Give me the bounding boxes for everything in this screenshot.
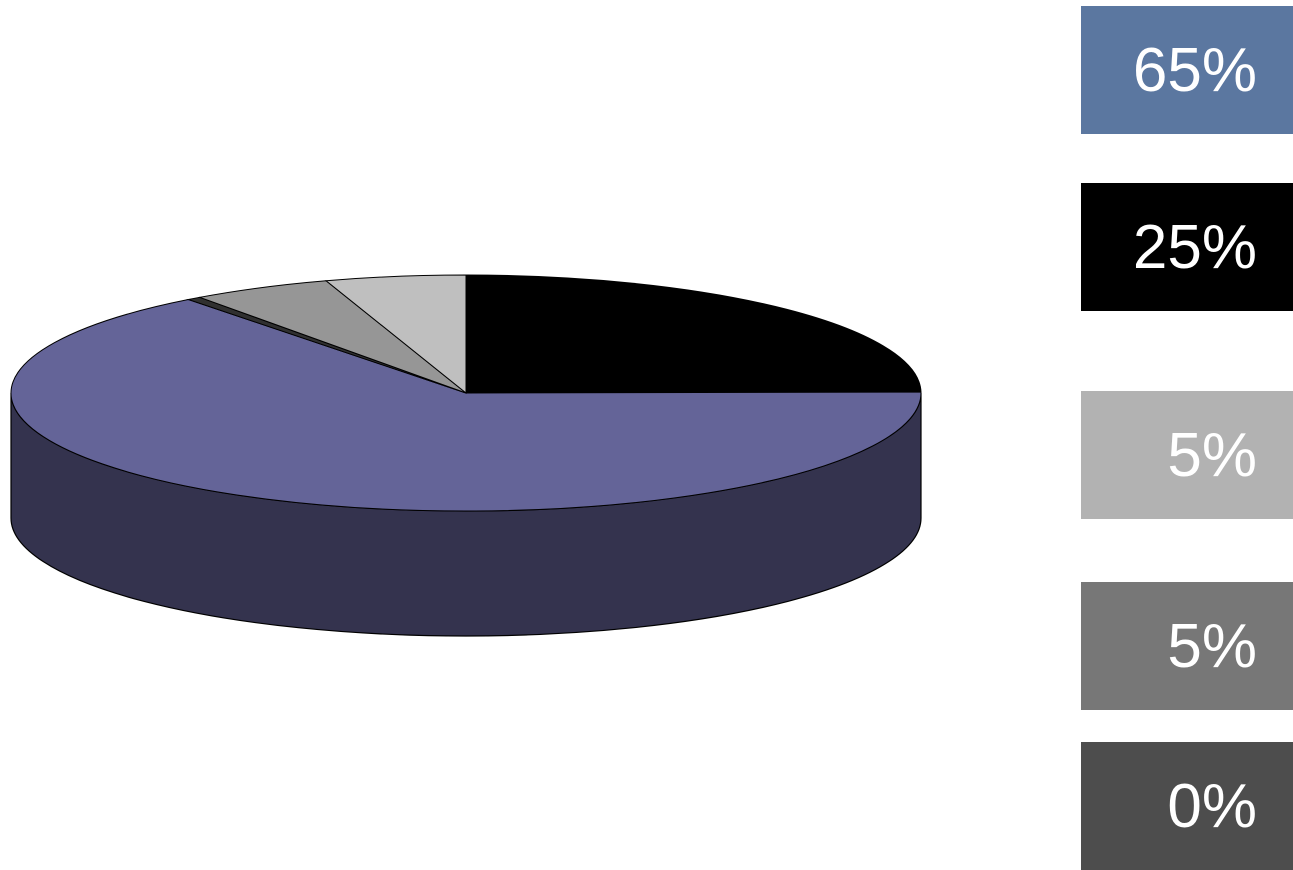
pie-slice-4 xyxy=(324,274,467,395)
pie-slice-0 xyxy=(465,274,922,394)
legend-item-65: 65% xyxy=(1081,6,1293,134)
legend-item-5-light: 5% xyxy=(1081,391,1293,519)
legend-item-25: 25% xyxy=(1081,183,1293,311)
legend-item-0: 0% xyxy=(1081,742,1293,870)
legend-label: 65% xyxy=(1132,35,1257,105)
legend-item-5-mid: 5% xyxy=(1081,582,1293,710)
legend-label: 0% xyxy=(1167,771,1257,841)
legend-label: 25% xyxy=(1132,212,1257,282)
pie-slice-3 xyxy=(197,280,467,394)
pie-slice-1 xyxy=(10,299,922,512)
legend-label: 5% xyxy=(1167,420,1257,490)
legend-label: 5% xyxy=(1167,611,1257,681)
pie-top-face xyxy=(10,274,922,512)
